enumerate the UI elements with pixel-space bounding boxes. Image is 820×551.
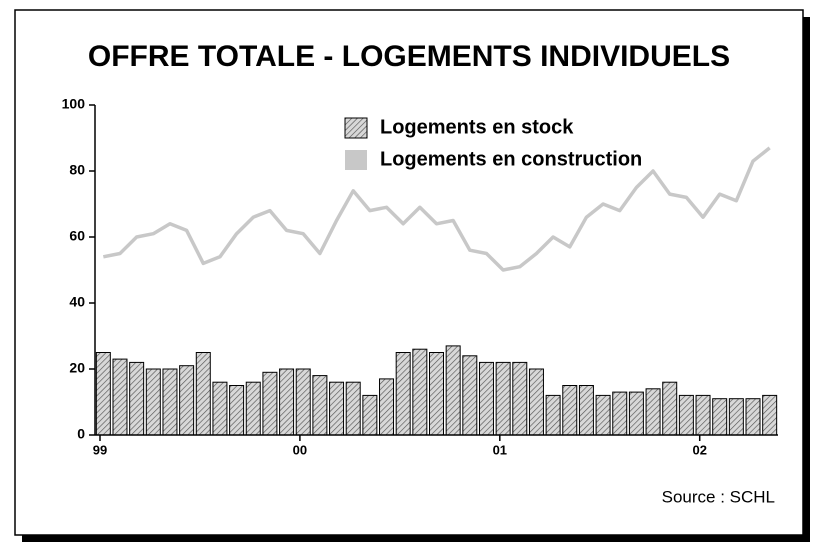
line bbox=[102, 146, 771, 272]
bar bbox=[762, 394, 778, 436]
bar bbox=[262, 371, 278, 436]
bar bbox=[412, 348, 428, 436]
bar bbox=[395, 352, 411, 436]
legend-label: Logements en stock bbox=[380, 116, 574, 138]
bar bbox=[162, 368, 178, 436]
bar bbox=[295, 368, 311, 436]
bar bbox=[478, 361, 494, 436]
bar bbox=[345, 381, 361, 436]
bar bbox=[145, 368, 161, 436]
bar bbox=[645, 388, 661, 436]
legend-swatch bbox=[345, 150, 367, 170]
bar bbox=[195, 352, 211, 436]
bar bbox=[712, 398, 728, 436]
bar bbox=[662, 381, 678, 436]
bar bbox=[695, 394, 711, 436]
bar bbox=[745, 398, 761, 436]
y-tick-label: 40 bbox=[69, 294, 85, 310]
frame bbox=[14, 9, 804, 536]
bar bbox=[495, 361, 511, 436]
y-tick-label: 0 bbox=[77, 426, 85, 442]
bar bbox=[245, 381, 261, 436]
y-tick-label: 100 bbox=[62, 96, 86, 112]
legend-swatch bbox=[344, 117, 368, 139]
bar bbox=[728, 398, 744, 436]
bar bbox=[678, 394, 694, 436]
bar bbox=[562, 385, 578, 436]
x-tick-label: 99 bbox=[93, 442, 107, 457]
bar bbox=[329, 381, 345, 436]
bar bbox=[612, 391, 628, 436]
bar bbox=[429, 352, 444, 436]
bar bbox=[512, 361, 528, 436]
y-tick-label: 20 bbox=[69, 360, 85, 376]
bar bbox=[379, 378, 395, 436]
bar bbox=[212, 381, 228, 436]
bar bbox=[462, 355, 478, 436]
bar bbox=[179, 365, 195, 436]
bar bbox=[578, 385, 594, 436]
bar bbox=[112, 358, 128, 436]
x-tick-label: 01 bbox=[493, 442, 507, 457]
legend-label: Logements en construction bbox=[380, 148, 642, 170]
bar bbox=[279, 368, 295, 436]
y-tick-label: 60 bbox=[69, 228, 85, 244]
bar bbox=[229, 385, 245, 436]
bar bbox=[445, 345, 461, 436]
bar bbox=[545, 394, 561, 436]
bar bbox=[362, 394, 378, 436]
chart-title: OFFRE TOTALE - LOGEMENTS INDIVIDUELS bbox=[88, 40, 730, 73]
x-tick-label: 00 bbox=[293, 442, 307, 457]
y-tick-label: 80 bbox=[69, 162, 85, 178]
bar bbox=[312, 375, 328, 436]
source: Source : SCHL bbox=[662, 487, 775, 506]
bar bbox=[129, 361, 145, 436]
bar bbox=[628, 391, 644, 436]
x-tick-label: 02 bbox=[692, 442, 706, 457]
bar bbox=[595, 394, 611, 436]
bar bbox=[528, 368, 544, 436]
bar bbox=[95, 352, 111, 436]
